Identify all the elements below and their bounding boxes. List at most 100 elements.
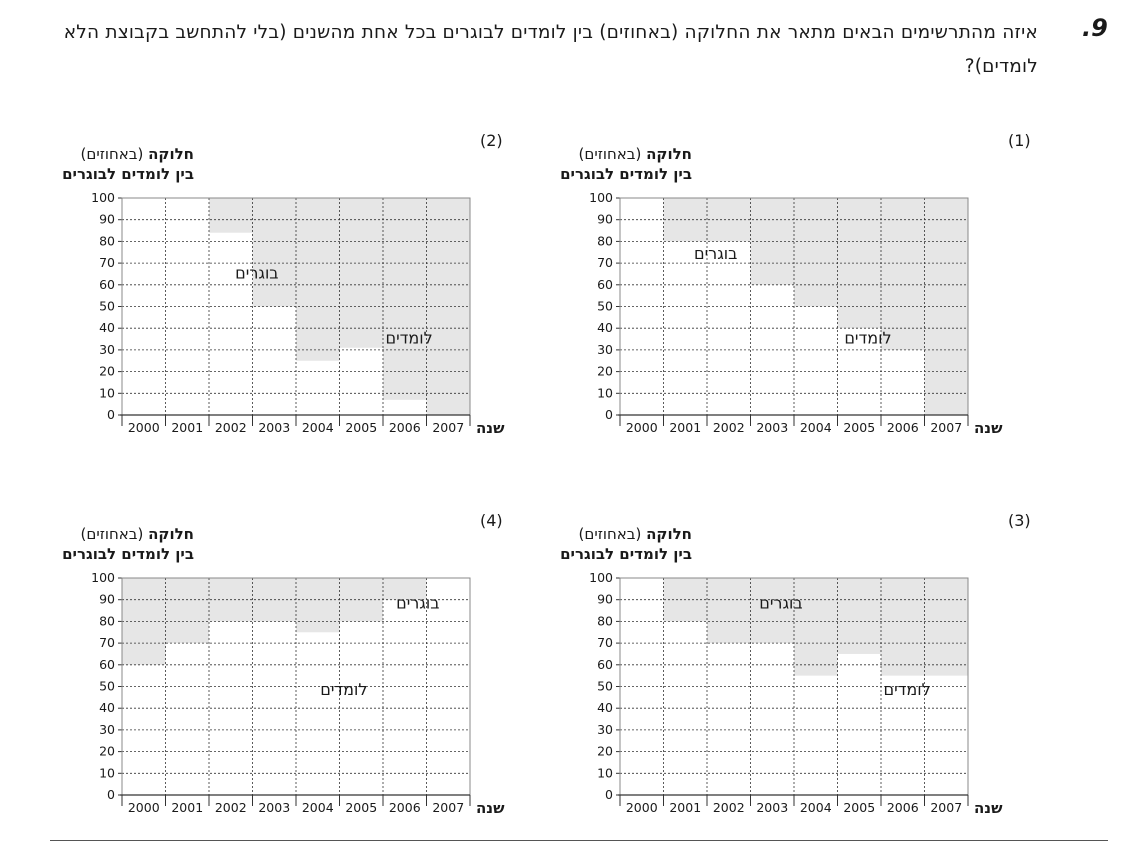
chart-option-3: (3) חלוקה (באחוזים) בין לומדים לבוגרים 0… (550, 508, 1031, 828)
series-label-learners: לומדים (385, 328, 432, 347)
y-tick-label: 0 (605, 407, 613, 422)
y-tick-label: 40 (597, 700, 613, 715)
x-tick-label-2006: 2006 (389, 800, 421, 815)
series-label-learners: לומדים (883, 680, 930, 699)
series-label-graduates: בוגרים (694, 244, 737, 263)
graduates-segment-2006 (383, 578, 427, 600)
x-tick-label-2003: 2003 (756, 800, 788, 815)
y-axis-title-unit: (באחוזים) (80, 525, 144, 543)
graduates-segment-2004 (794, 578, 838, 676)
chart-option-4: (4) חלוקה (באחוזים) בין לומדים לבוגרים 0… (52, 508, 532, 828)
y-tick-label: 10 (99, 765, 115, 780)
question-text: איזה מהתרשימים הבאים מתאר את החלוקה (באח… (63, 22, 1038, 77)
chart-option-2: (2) חלוקה (באחוזים) בין לומדים לבוגרים 0… (52, 128, 532, 448)
y-tick-label: 0 (107, 787, 115, 802)
y-tick-label: 80 (99, 613, 115, 628)
x-tick-label-2004: 2004 (302, 420, 334, 435)
y-tick-label: 90 (597, 212, 613, 227)
x-tick-label-2005: 2005 (843, 800, 875, 815)
x-tick-label-2004: 2004 (800, 800, 832, 815)
graduates-segment-2007 (924, 578, 968, 676)
x-tick-label-2002: 2002 (215, 800, 247, 815)
series-label-graduates: בוגרים (235, 263, 278, 282)
question-number: .9 (1082, 14, 1108, 42)
y-tick-label: 60 (99, 657, 115, 672)
x-tick-label-2000: 2000 (128, 420, 160, 435)
graduates-segment-2002 (707, 578, 751, 644)
y-axis-title-bold: חלוקה (646, 525, 692, 543)
graduates-segment-2003 (750, 578, 794, 644)
y-axis-title-line2: בין לומדים לבוגרים (560, 165, 692, 183)
y-tick-label: 50 (99, 679, 115, 694)
graduates-segment-2004 (794, 198, 838, 307)
series-label-graduates: בוגרים (396, 593, 439, 612)
y-axis-title: חלוקה (באחוזים) בין לומדים לבוגרים (560, 144, 692, 184)
y-tick-label: 70 (597, 255, 613, 270)
series-label-graduates: בוגרים (759, 593, 802, 612)
x-tick-label-2000: 2000 (626, 800, 658, 815)
y-tick-label: 40 (99, 320, 115, 335)
series-label-learners: לומדים (320, 680, 367, 699)
x-tick-label-2005: 2005 (345, 420, 377, 435)
y-tick-label: 0 (605, 787, 613, 802)
y-tick-label: 100 (91, 190, 115, 205)
x-tick-label-2002: 2002 (713, 800, 745, 815)
x-tick-label-2007: 2007 (432, 800, 464, 815)
x-tick-label-2007: 2007 (930, 420, 962, 435)
graduates-segment-2004 (296, 198, 340, 361)
x-tick-label-2004: 2004 (302, 800, 334, 815)
y-tick-label: 50 (597, 679, 613, 694)
y-axis-title-line2: בין לומדים לבוגרים (560, 545, 692, 563)
y-tick-label: 70 (99, 635, 115, 650)
graduates-segment-2002 (209, 198, 253, 233)
y-tick-label: 70 (597, 635, 613, 650)
y-tick-label: 70 (99, 255, 115, 270)
graduates-segment-2003 (252, 198, 296, 307)
x-tick-label-2001: 2001 (171, 420, 203, 435)
x-tick-label-2000: 2000 (626, 420, 658, 435)
y-tick-label: 100 (589, 570, 613, 585)
y-tick-label: 80 (597, 613, 613, 628)
y-tick-label: 50 (597, 299, 613, 314)
y-tick-label: 90 (597, 592, 613, 607)
graduates-segment-2005 (339, 198, 383, 348)
x-axis-label: שנה (476, 419, 505, 437)
option-number: (4) (480, 511, 503, 530)
y-tick-label: 60 (597, 277, 613, 292)
chart-svg: 0 10 20 30 40 50 60 70 80 90 100 2007 2006 2005 2004 20… (589, 570, 1003, 817)
y-tick-label: 100 (91, 570, 115, 585)
y-tick-label: 80 (597, 233, 613, 248)
y-tick-label: 100 (589, 190, 613, 205)
y-axis-title: חלוקה (באחוזים) בין לומדים לבוגרים (560, 524, 692, 564)
y-tick-label: 90 (99, 212, 115, 227)
y-tick-label: 30 (99, 722, 115, 737)
x-tick-label-2006: 2006 (887, 800, 919, 815)
x-tick-label-2002: 2002 (215, 420, 247, 435)
graduates-segment-2006 (881, 578, 925, 676)
y-tick-label: 30 (99, 342, 115, 357)
x-tick-label-2002: 2002 (713, 420, 745, 435)
y-tick-label: 0 (107, 407, 115, 422)
x-axis-label: שנה (476, 799, 505, 817)
y-axis-title-unit: (באחוזים) (578, 525, 642, 543)
y-tick-label: 60 (597, 657, 613, 672)
x-tick-label-2006: 2006 (389, 420, 421, 435)
option-number: (2) (480, 131, 503, 150)
y-tick-label: 50 (99, 299, 115, 314)
y-tick-label: 30 (597, 342, 613, 357)
series-label-learners: לומדים (844, 328, 891, 347)
chart-option-1: (1) חלוקה (באחוזים) בין לומדים לבוגרים 0… (550, 128, 1031, 448)
option-number: (3) (1008, 511, 1031, 530)
x-tick-label-2001: 2001 (171, 800, 203, 815)
x-tick-label-2007: 2007 (930, 800, 962, 815)
y-tick-label: 10 (597, 765, 613, 780)
chart-svg: 0 10 20 30 40 50 60 70 80 90 100 2007 2006 2005 2004 20… (91, 190, 505, 437)
x-tick-label-2001: 2001 (669, 420, 701, 435)
chart-svg: 0 10 20 30 40 50 60 70 80 90 100 2007 2006 2005 2004 20… (589, 190, 1003, 437)
option-number: (1) (1008, 131, 1031, 150)
y-axis-title-bold: חלוקה (646, 145, 692, 163)
y-axis-title: חלוקה (באחוזים) בין לומדים לבוגרים (62, 524, 194, 564)
chart-svg: 0 10 20 30 40 50 60 70 80 90 100 2007 2006 2005 2004 20… (91, 570, 505, 817)
x-axis-label: שנה (974, 419, 1003, 437)
y-tick-label: 40 (597, 320, 613, 335)
